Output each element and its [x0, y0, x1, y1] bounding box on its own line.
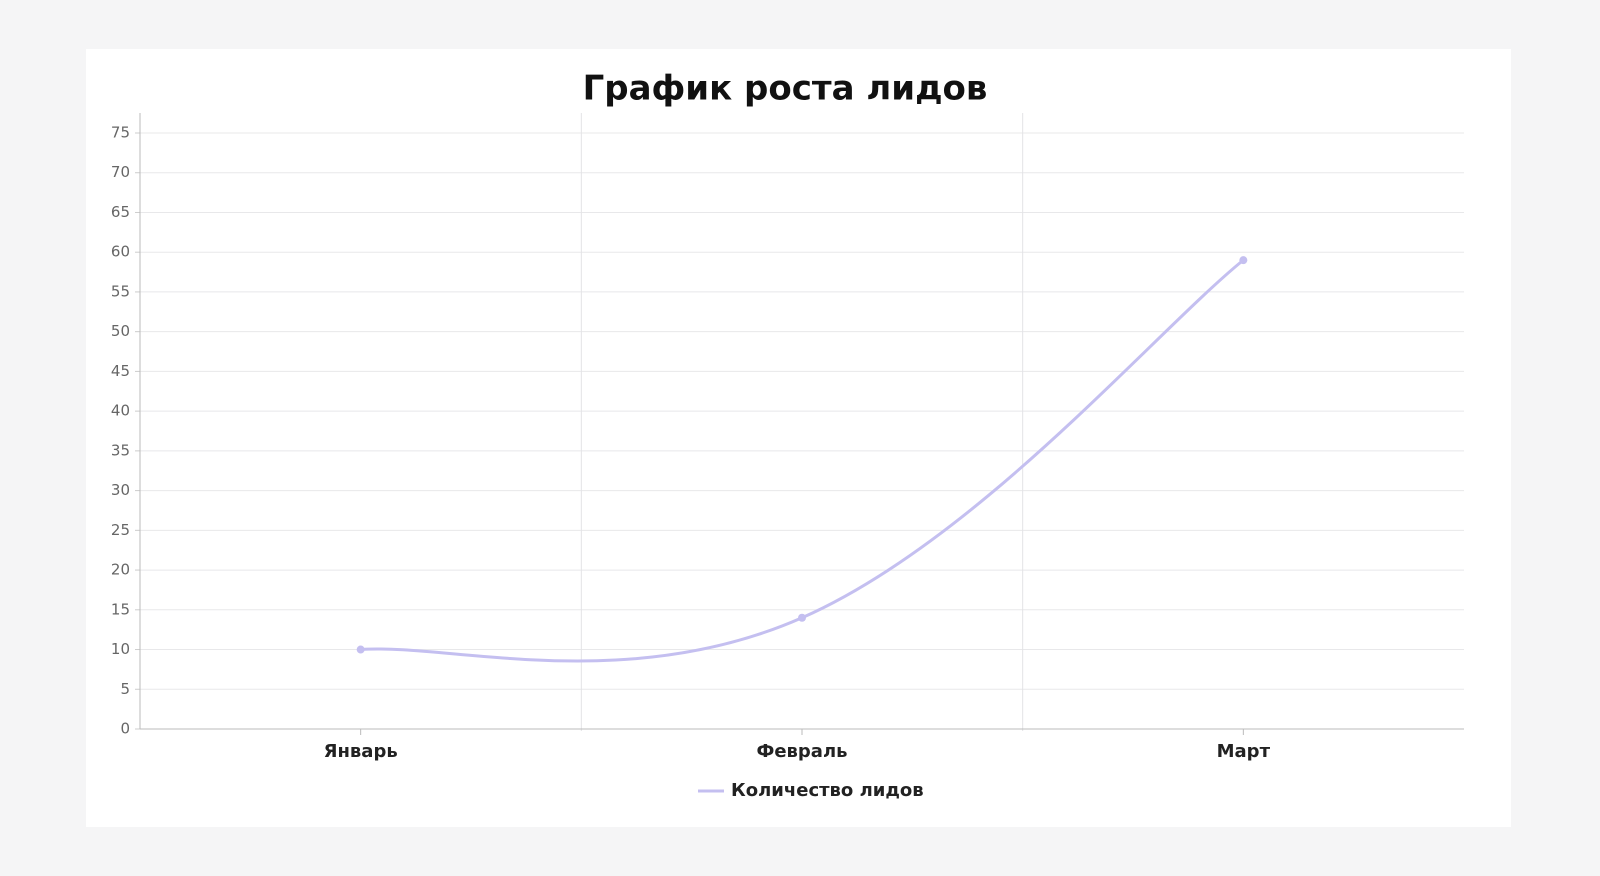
y-tick-label: 25: [111, 521, 130, 539]
y-tick-label: 70: [111, 163, 130, 181]
y-tick-label: 0: [120, 720, 130, 738]
y-tick-label: 65: [111, 203, 130, 221]
data-point: [798, 613, 806, 622]
y-tick-label: 40: [111, 402, 130, 420]
data-point: [1239, 256, 1248, 265]
series-line: [360, 258, 1245, 663]
y-tick-label: 50: [111, 322, 130, 340]
y-tick-label: 45: [111, 362, 130, 380]
x-tick-label: Январь: [324, 741, 398, 762]
y-tick-label: 10: [111, 640, 130, 658]
y-tick-label: 35: [111, 441, 130, 459]
y-tick-label: 5: [120, 680, 130, 698]
y-tick-label: 60: [111, 243, 130, 261]
y-tick-label: 15: [111, 600, 130, 618]
y-tick-label: 20: [111, 561, 130, 579]
x-tick-label: Февраль: [756, 741, 847, 762]
y-tick-label: 30: [111, 481, 130, 499]
x-tick-label: Март: [1217, 741, 1271, 762]
y-tick-label: 75: [111, 124, 130, 142]
legend-label: Количество лидов: [731, 780, 924, 801]
y-tick-label: 55: [111, 282, 130, 300]
data-point: [356, 645, 365, 654]
chart-card: [86, 49, 1511, 827]
chart-title: График роста лидов: [583, 69, 988, 109]
